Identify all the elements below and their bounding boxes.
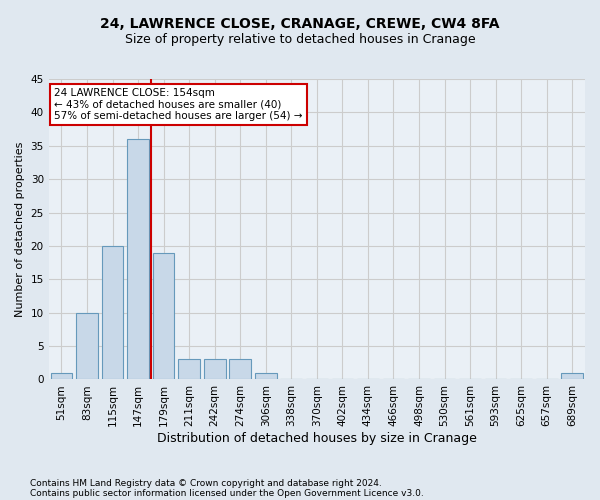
Bar	[255, 373, 277, 380]
Bar	[101, 246, 124, 380]
Y-axis label: Number of detached properties: Number of detached properties	[15, 142, 25, 317]
Text: 24, LAWRENCE CLOSE, CRANAGE, CREWE, CW4 8FA: 24, LAWRENCE CLOSE, CRANAGE, CREWE, CW4 …	[100, 18, 500, 32]
Bar	[178, 360, 200, 380]
Bar	[153, 252, 175, 380]
X-axis label: Distribution of detached houses by size in Cranage: Distribution of detached houses by size …	[157, 432, 477, 445]
Text: Size of property relative to detached houses in Cranage: Size of property relative to detached ho…	[125, 32, 475, 46]
Bar	[562, 373, 583, 380]
Text: Contains HM Land Registry data © Crown copyright and database right 2024.: Contains HM Land Registry data © Crown c…	[30, 478, 382, 488]
Bar	[50, 373, 72, 380]
Text: 24 LAWRENCE CLOSE: 154sqm
← 43% of detached houses are smaller (40)
57% of semi-: 24 LAWRENCE CLOSE: 154sqm ← 43% of detac…	[54, 88, 302, 121]
Bar	[127, 139, 149, 380]
Bar	[204, 360, 226, 380]
Bar	[76, 312, 98, 380]
Bar	[229, 360, 251, 380]
Text: Contains public sector information licensed under the Open Government Licence v3: Contains public sector information licen…	[30, 488, 424, 498]
